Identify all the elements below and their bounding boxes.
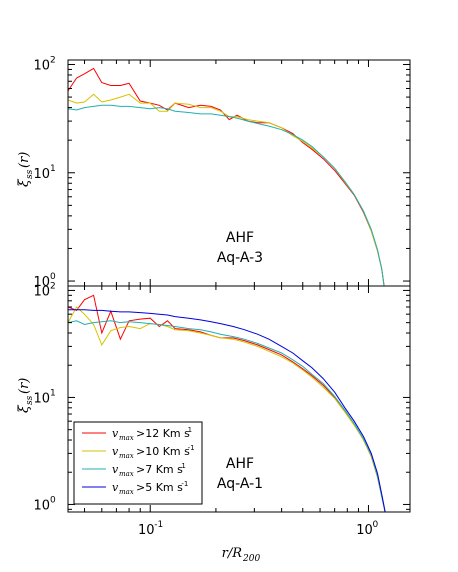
legend-label-exp: -1 — [188, 444, 195, 452]
x-tick-label: 10 — [138, 523, 155, 538]
legend-label-text: >5 Km s — [136, 481, 183, 494]
y-axis-label-main: ξ — [16, 404, 32, 413]
series-line-2 — [68, 320, 386, 512]
series-group — [68, 67, 385, 286]
y-axis-label-tail: (r) — [17, 152, 32, 168]
y-axis-label: ξss(r) — [16, 152, 35, 187]
y-tick-label-exp: 0 — [50, 272, 56, 282]
annotation-line-1: AHF — [226, 456, 254, 472]
legend: v max >12 Km s1v max >10 Km s-1v max >7 Km s1v… — [73, 421, 203, 505]
legend-box — [73, 421, 203, 505]
y-tick-label: 10 — [33, 58, 50, 73]
legend-label-sub: max — [119, 434, 134, 442]
y-tick-label: 10 — [33, 498, 50, 513]
y-tick-label-exp: 1 — [50, 388, 56, 398]
legend-label-v: v — [112, 481, 119, 494]
x-tick-label: 10 — [356, 523, 373, 538]
legend-label-v: v — [112, 427, 119, 440]
y-axis-label-tail: (r) — [17, 378, 32, 394]
y-tick-label-exp: 0 — [50, 495, 56, 505]
legend-label-exp: 1 — [188, 426, 192, 434]
y-tick-label: 10 — [33, 167, 50, 182]
legend-label-sub: max — [119, 452, 134, 460]
series-line-1 — [68, 306, 386, 512]
legend-label-v: v — [112, 445, 119, 458]
legend-label-text: >7 Km s — [136, 463, 183, 476]
x-axis-label: r/R 200 — [222, 546, 261, 564]
series-group — [68, 294, 386, 512]
x-axis-label-main: r/R — [222, 546, 243, 561]
legend-label-sub: max — [119, 488, 134, 496]
y-axis-label-sub: ss — [25, 169, 35, 179]
y-tick-label: 10 — [33, 391, 50, 406]
y-tick-label: 10 — [33, 284, 50, 299]
legend-label-text: >10 Km s — [136, 445, 190, 458]
y-axis-label-main: ξ — [16, 178, 32, 187]
annotation-line-1: AHF — [226, 230, 254, 246]
annotation-line-2: Aq-A-1 — [217, 476, 263, 492]
annotation-line-2: Aq-A-3 — [217, 250, 263, 266]
series-line-2 — [68, 104, 385, 286]
x-tick-label-exp: -1 — [154, 520, 163, 530]
legend-label-v: v — [112, 463, 119, 476]
y-tick-label-exp: 1 — [50, 164, 56, 174]
series-line-3 — [68, 309, 386, 512]
legend-label-exp: 1 — [181, 462, 185, 470]
y-tick-label-exp: 2 — [50, 55, 56, 65]
y-axis-label-sub: ss — [25, 395, 35, 405]
legend-label-sub: max — [119, 470, 134, 478]
x-axis-label-sub: 200 — [242, 554, 260, 564]
y-axis-label: ξss(r) — [16, 378, 35, 413]
legend-label-exp: -1 — [181, 480, 188, 488]
x-tick-label-exp: 0 — [372, 520, 378, 530]
y-tick-label-exp: 2 — [50, 281, 56, 291]
legend-label-text: >12 Km s — [136, 427, 190, 440]
series-line-0 — [68, 67, 385, 286]
y-tick-label: 10 — [33, 275, 50, 290]
plot-frame — [67, 285, 411, 513]
